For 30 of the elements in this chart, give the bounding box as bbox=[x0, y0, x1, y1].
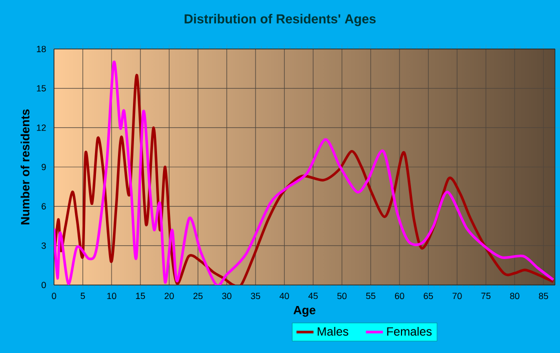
y-tick-label: 18 bbox=[36, 46, 46, 52]
x-tick-label: 40 bbox=[280, 292, 289, 300]
x-tick-label: 25 bbox=[193, 292, 203, 300]
legend-label: Females bbox=[387, 326, 432, 336]
y-tick-label: 6 bbox=[42, 203, 46, 210]
x-tick-label: 85 bbox=[538, 292, 548, 300]
y-tick-label: 9 bbox=[42, 164, 46, 170]
x-axis-title: Age bbox=[294, 306, 316, 317]
y-axis-title: Number of residents bbox=[20, 109, 30, 224]
x-tick-label: 0 bbox=[52, 292, 56, 300]
x-tick-label: 65 bbox=[424, 292, 433, 300]
legend-label: Males bbox=[318, 326, 348, 336]
x-tick-label: 5 bbox=[80, 292, 85, 300]
x-tick-label: 45 bbox=[308, 292, 318, 300]
x-tick-label: 50 bbox=[337, 292, 347, 300]
x-tick-label: 75 bbox=[481, 292, 491, 300]
x-tick-label: 20 bbox=[164, 292, 174, 300]
x-tick-label: 30 bbox=[222, 292, 232, 300]
x-tick-label: 35 bbox=[250, 292, 260, 300]
y-tick-label: 12 bbox=[36, 124, 46, 131]
x-tick-label: 80 bbox=[510, 292, 520, 300]
y-tick-label: 0 bbox=[42, 282, 46, 288]
y-tick-label: 3 bbox=[42, 242, 46, 249]
y-tick-label: 15 bbox=[36, 85, 46, 92]
x-tick-label: 55 bbox=[366, 292, 376, 300]
x-tick-label: 10 bbox=[107, 292, 116, 300]
x-tick-label: 60 bbox=[394, 292, 404, 300]
x-tick-label: 15 bbox=[136, 292, 145, 300]
chart-title: Distribution of Residents' Ages bbox=[184, 14, 376, 26]
x-tick-label: 70 bbox=[452, 292, 462, 300]
